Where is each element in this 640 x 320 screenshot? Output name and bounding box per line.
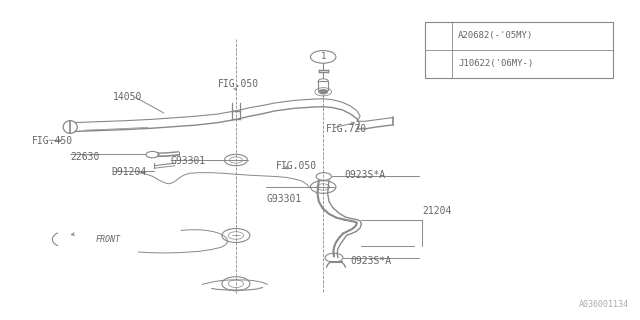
Text: 0923S*A: 0923S*A <box>344 170 385 180</box>
Text: 21204: 21204 <box>422 206 451 216</box>
Text: A20682(-'05MY): A20682(-'05MY) <box>458 31 534 40</box>
Text: 14050: 14050 <box>113 92 142 101</box>
Text: 22630: 22630 <box>70 152 100 162</box>
Text: G93301: G93301 <box>170 156 205 166</box>
Text: 1: 1 <box>436 31 441 40</box>
Text: J10622('06MY-): J10622('06MY-) <box>458 59 534 68</box>
Text: FIG.050: FIG.050 <box>218 79 259 89</box>
Text: 1: 1 <box>321 52 326 61</box>
Text: A036001134: A036001134 <box>579 300 629 309</box>
Text: FIG.050: FIG.050 <box>275 161 317 171</box>
Bar <box>425 22 613 77</box>
Text: FIG.720: FIG.720 <box>326 124 367 134</box>
Text: G93301: G93301 <box>266 194 301 204</box>
Text: D91204: D91204 <box>111 167 147 177</box>
Circle shape <box>319 90 328 94</box>
Bar <box>318 81 328 90</box>
Text: FRONT: FRONT <box>96 236 121 244</box>
Text: FIG.450: FIG.450 <box>32 136 73 146</box>
Text: 0923S*A: 0923S*A <box>351 256 392 266</box>
